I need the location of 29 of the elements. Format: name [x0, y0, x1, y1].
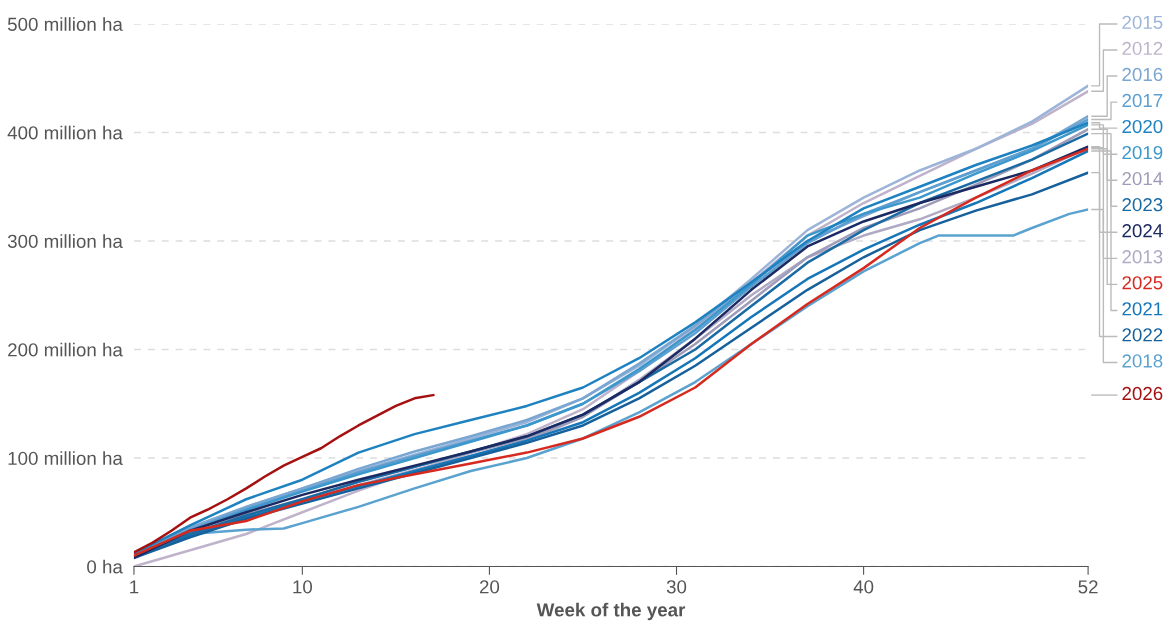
- x-tick-label: 52: [1078, 580, 1098, 594]
- series-label: 2020: [1122, 119, 1163, 134]
- x-tick-label: 30: [666, 580, 687, 594]
- text: 2025: [1122, 276, 1163, 290]
- text: 2014: [1122, 171, 1163, 186]
- x-tick-label: 20: [479, 580, 500, 594]
- y-tick-label: 200 million ha: [8, 342, 123, 357]
- text: 2013: [1122, 250, 1163, 264]
- line-series: [133, 393, 435, 554]
- y-tick-label: 100 million ha: [8, 451, 123, 465]
- x-tick-label: 40: [853, 580, 874, 594]
- x-axis-title: Week of the year: [536, 602, 686, 621]
- y-tick-label: 400 million ha: [7, 125, 123, 140]
- text: 2016: [1122, 67, 1163, 82]
- text: 2021: [1122, 302, 1163, 316]
- y-tick-label: 500 million ha: [7, 17, 123, 31]
- y-tick-label: 300 million ha: [7, 234, 123, 248]
- y-tick-label: 0 ha: [87, 559, 123, 574]
- series-label: 2017: [1122, 93, 1163, 108]
- x-tick-label: 10: [293, 580, 313, 594]
- text: 2012: [1122, 41, 1163, 56]
- x-tick-label: 1: [130, 580, 139, 594]
- text: 2018: [1122, 354, 1163, 368]
- text: 2023: [1122, 198, 1163, 212]
- text: 2024: [1122, 224, 1163, 238]
- text: 2015: [1122, 15, 1163, 30]
- text: 2026: [1122, 386, 1163, 401]
- text: 2022: [1122, 328, 1163, 342]
- text: 2019: [1122, 145, 1163, 160]
